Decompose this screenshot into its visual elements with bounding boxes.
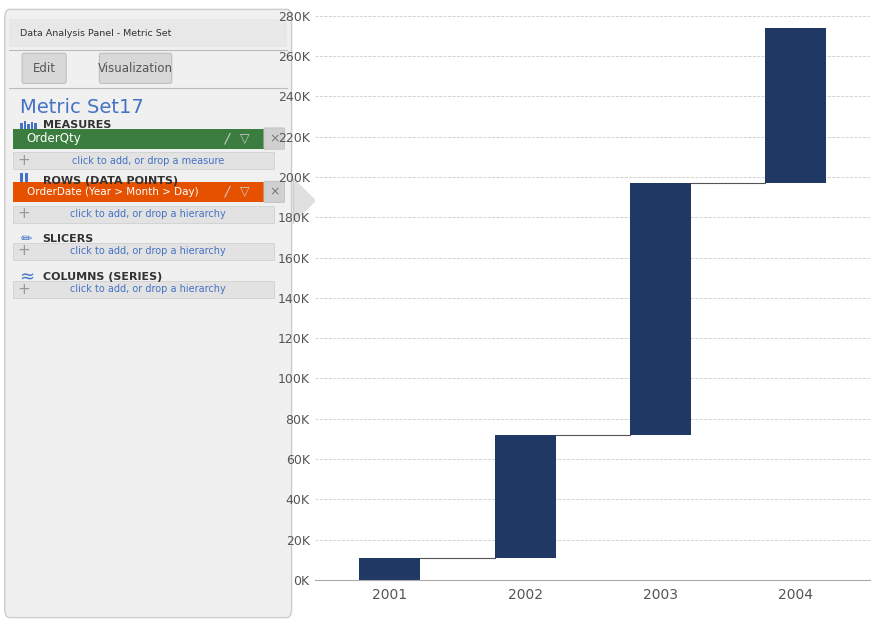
Polygon shape: [293, 179, 315, 223]
Text: +: +: [17, 282, 30, 297]
Text: ×: ×: [269, 186, 280, 198]
Bar: [28, 124, 30, 129]
Text: ▽: ▽: [240, 186, 250, 198]
Bar: [765, 28, 826, 183]
Bar: [24, 121, 27, 129]
Text: click to add, or drop a hierarchy: click to add, or drop a hierarchy: [70, 246, 226, 256]
Text: +: +: [17, 153, 30, 168]
Text: OrderDate (Year > Month > Day): OrderDate (Year > Month > Day): [27, 187, 198, 197]
Text: COLUMNS (SERIES): COLUMNS (SERIES): [43, 272, 162, 282]
Bar: [360, 558, 420, 580]
FancyBboxPatch shape: [22, 53, 67, 83]
Text: MEASURES: MEASURES: [43, 120, 111, 130]
Text: ▽: ▽: [240, 132, 250, 145]
Bar: [35, 123, 37, 129]
Text: /: /: [224, 185, 228, 199]
Text: click to add, or drop a hierarchy: click to add, or drop a hierarchy: [70, 209, 226, 219]
Bar: [12, 182, 274, 202]
Text: ×: ×: [269, 132, 280, 145]
FancyBboxPatch shape: [99, 53, 171, 83]
Bar: [10, 19, 287, 47]
Text: OrderQty: OrderQty: [27, 132, 82, 145]
Text: +: +: [17, 206, 30, 221]
Bar: [12, 243, 274, 260]
Bar: [20, 123, 23, 129]
Bar: [12, 206, 274, 223]
Bar: [495, 435, 556, 558]
Text: /: /: [224, 132, 228, 145]
Text: ROWS (DATA POINTS): ROWS (DATA POINTS): [43, 176, 178, 186]
Bar: [31, 122, 34, 129]
Text: Data Analysis Panel - Metric Set: Data Analysis Panel - Metric Set: [20, 29, 172, 38]
Text: click to add, or drop a hierarchy: click to add, or drop a hierarchy: [70, 284, 226, 294]
Text: +: +: [17, 243, 30, 258]
FancyBboxPatch shape: [264, 181, 285, 203]
Bar: [12, 281, 274, 298]
Text: ≈: ≈: [20, 268, 35, 286]
Bar: [25, 173, 28, 179]
Bar: [630, 183, 691, 435]
Text: ✏: ✏: [20, 232, 32, 246]
Bar: [12, 129, 274, 149]
FancyBboxPatch shape: [264, 128, 285, 149]
Bar: [20, 173, 23, 179]
Bar: [20, 179, 23, 184]
Text: click to add, or drop a measure: click to add, or drop a measure: [72, 155, 225, 166]
Bar: [25, 179, 28, 184]
FancyBboxPatch shape: [4, 9, 291, 618]
Bar: [12, 152, 274, 169]
Text: SLICERS: SLICERS: [43, 234, 94, 244]
Text: Edit: Edit: [33, 62, 56, 75]
Text: Visualization: Visualization: [98, 62, 173, 75]
Text: Metric Set17: Metric Set17: [20, 98, 144, 117]
